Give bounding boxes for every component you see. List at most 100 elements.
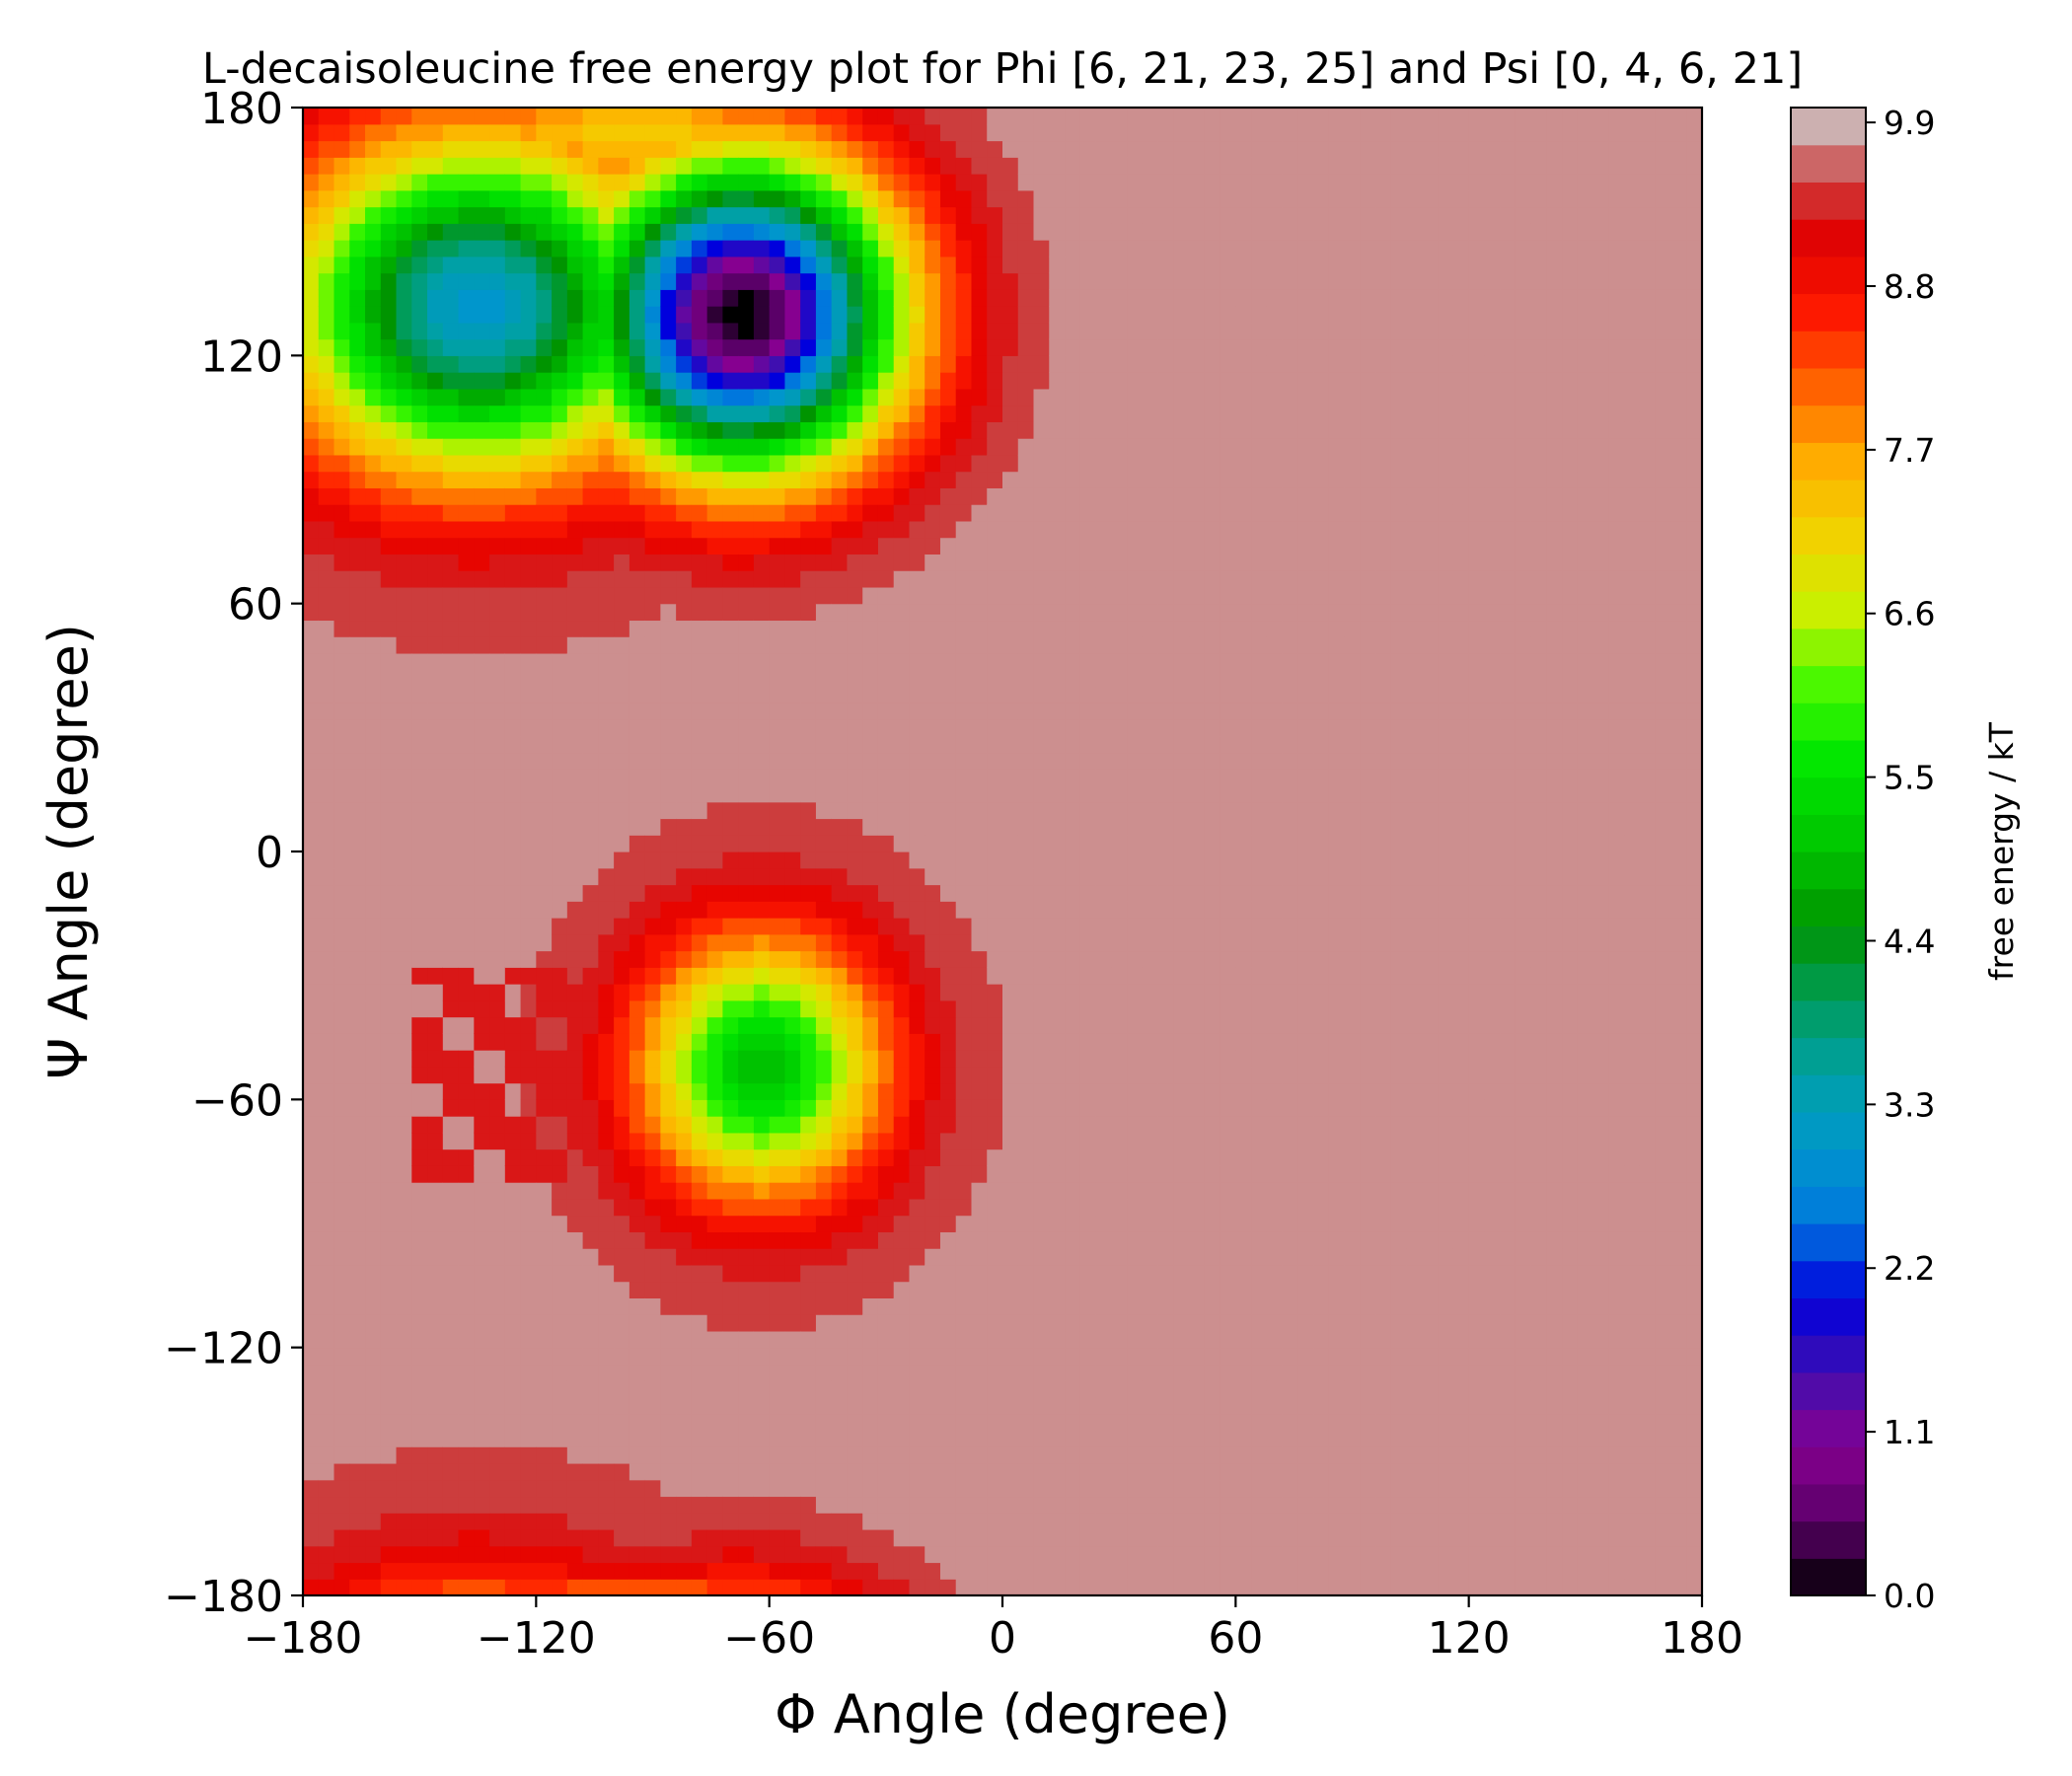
contour-cell xyxy=(722,438,739,456)
contour-cell xyxy=(706,189,723,208)
contour-cell xyxy=(987,1182,1003,1200)
contour-cell xyxy=(520,1330,537,1349)
contour-cell xyxy=(784,1562,801,1580)
contour-cell xyxy=(939,1297,957,1315)
contour-cell xyxy=(722,652,739,671)
contour-cell xyxy=(1095,918,1112,935)
contour-cell xyxy=(1095,1281,1112,1298)
contour-cell xyxy=(427,405,444,422)
contour-cell xyxy=(644,835,661,852)
contour-cell xyxy=(333,1264,350,1283)
contour-cell xyxy=(660,1116,677,1134)
contour-cell xyxy=(598,867,615,886)
contour-cell xyxy=(1002,1396,1019,1415)
contour-cell xyxy=(1002,918,1019,935)
contour-cell xyxy=(380,1579,398,1595)
contour-cell xyxy=(1157,1033,1174,1051)
contour-cell xyxy=(706,1165,723,1183)
contour-cell xyxy=(1157,1380,1174,1398)
contour-cell xyxy=(1079,1198,1097,1217)
contour-cell xyxy=(1065,818,1081,836)
contour-cell xyxy=(831,636,849,654)
contour-cell xyxy=(847,1579,863,1595)
contour-cell xyxy=(504,1050,522,1068)
contour-cell xyxy=(411,537,428,555)
contour-cell xyxy=(396,669,412,688)
contour-cell xyxy=(614,306,630,324)
contour-cell xyxy=(644,1545,661,1564)
contour-cell xyxy=(489,918,506,935)
contour-cell xyxy=(629,272,646,290)
contour-cell xyxy=(847,620,863,637)
contour-cell xyxy=(411,487,428,505)
contour-cell xyxy=(1002,487,1019,505)
contour-cell xyxy=(1017,933,1035,952)
contour-cell xyxy=(738,504,755,522)
contour-cell xyxy=(365,835,382,852)
contour-cell xyxy=(706,537,723,555)
contour-cell xyxy=(489,1264,506,1283)
contour-cell xyxy=(598,999,615,1018)
contour-cell xyxy=(536,1513,553,1530)
contour-cell xyxy=(955,999,973,1018)
contour-cell xyxy=(660,206,677,224)
contour-cell xyxy=(411,686,428,703)
contour-cell xyxy=(303,933,320,952)
contour-cell xyxy=(1079,438,1097,456)
contour-cell xyxy=(1111,372,1128,390)
contour-cell xyxy=(769,504,786,522)
contour-cell xyxy=(691,1082,708,1100)
contour-cell xyxy=(909,735,925,754)
contour-cell xyxy=(784,999,801,1018)
contour-cell xyxy=(706,554,723,571)
contour-cell xyxy=(504,1347,522,1366)
contour-cell xyxy=(458,1330,475,1349)
contour-cell xyxy=(442,372,460,390)
contour-cell xyxy=(909,718,925,737)
contour-cell xyxy=(520,901,537,919)
contour-cell xyxy=(380,801,398,820)
contour-cell xyxy=(474,1198,490,1217)
contour-cell xyxy=(396,652,412,671)
contour-cell xyxy=(1111,1513,1128,1530)
contour-cell xyxy=(427,1066,444,1084)
contour-cell xyxy=(1065,1462,1081,1481)
contour-cell xyxy=(520,189,537,208)
contour-cell xyxy=(1079,1545,1097,1564)
contour-cell xyxy=(1033,1066,1050,1084)
contour-cell xyxy=(504,769,522,786)
contour-cell xyxy=(474,1396,490,1415)
contour-cell xyxy=(303,272,320,290)
contour-cell xyxy=(396,537,412,555)
contour-cell xyxy=(349,405,366,422)
contour-cell xyxy=(442,1066,460,1084)
contour-cell xyxy=(987,157,1003,175)
contour-cell xyxy=(676,289,693,307)
contour-cell xyxy=(893,867,911,886)
contour-cell xyxy=(458,1198,475,1217)
contour-cell xyxy=(706,669,723,688)
contour-cell xyxy=(566,1148,584,1166)
contour-cell xyxy=(365,735,382,754)
contour-cell xyxy=(660,603,677,622)
contour-cell xyxy=(909,405,925,422)
contour-cell xyxy=(939,1215,957,1232)
contour-cell xyxy=(566,1430,584,1447)
contour-cell xyxy=(380,189,398,208)
contour-cell xyxy=(303,123,320,142)
contour-cell xyxy=(552,108,568,125)
contour-cell xyxy=(784,372,801,390)
contour-cell xyxy=(955,933,973,952)
contour-cell xyxy=(939,835,957,852)
contour-cell xyxy=(629,603,646,622)
contour-cell xyxy=(536,471,553,488)
contour-cell xyxy=(1095,636,1112,654)
contour-cell xyxy=(660,1413,677,1432)
contour-cell xyxy=(504,123,522,142)
contour-cell xyxy=(1079,554,1097,571)
contour-cell xyxy=(1079,686,1097,703)
contour-cell xyxy=(831,735,849,754)
contour-cell xyxy=(504,1082,522,1100)
contour-cell xyxy=(831,901,849,919)
contour-cell xyxy=(427,256,444,274)
